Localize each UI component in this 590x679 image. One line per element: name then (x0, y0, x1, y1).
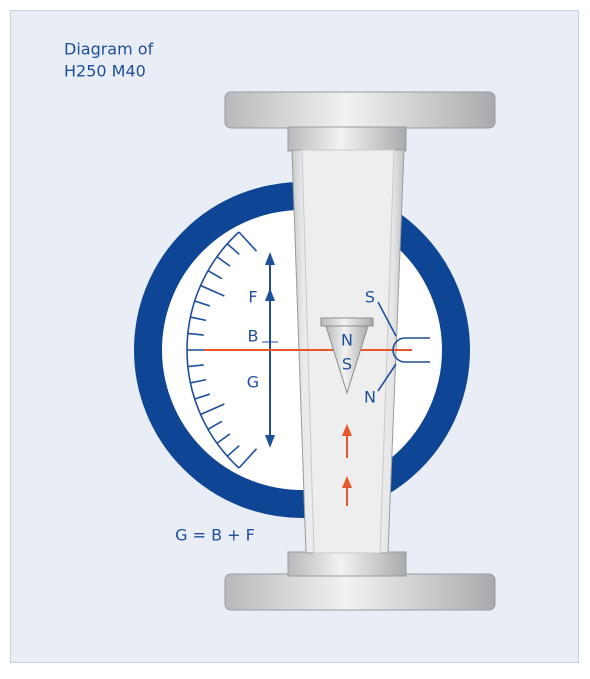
scale-tick (190, 316, 207, 322)
scale-tick (238, 231, 258, 252)
neck (287, 551, 407, 577)
scale-tick (207, 420, 223, 430)
label: G (247, 373, 259, 392)
scale-tick (194, 393, 211, 400)
scale (186, 231, 258, 469)
label: S (365, 288, 375, 307)
caption: H250 M40 (64, 62, 146, 81)
scale-arc (186, 231, 240, 469)
scale-tick (187, 364, 204, 368)
flow-arrows (342, 424, 352, 506)
float-head (320, 317, 374, 327)
label: N (341, 331, 353, 350)
scale-tick (194, 300, 211, 307)
formula: G = B + F (175, 526, 255, 545)
scale-tick (238, 448, 258, 469)
scale-tick (216, 433, 231, 444)
label: S (342, 355, 352, 374)
scale-tick (226, 243, 240, 256)
scale-tick (226, 444, 240, 457)
label: N (364, 388, 376, 407)
scale-tick (216, 256, 231, 267)
float (325, 325, 369, 395)
caption: Diagram of (64, 40, 154, 59)
label: F (248, 288, 257, 307)
scale-tick (200, 284, 225, 297)
scale-tick (200, 403, 225, 416)
scale-tick (187, 332, 204, 336)
scale-tick (190, 378, 207, 384)
bottom-flange (224, 573, 496, 611)
scale-tick (207, 270, 223, 280)
neck (287, 126, 407, 152)
label: B (248, 327, 259, 346)
top-flange (224, 91, 496, 129)
magnet (377, 301, 430, 392)
